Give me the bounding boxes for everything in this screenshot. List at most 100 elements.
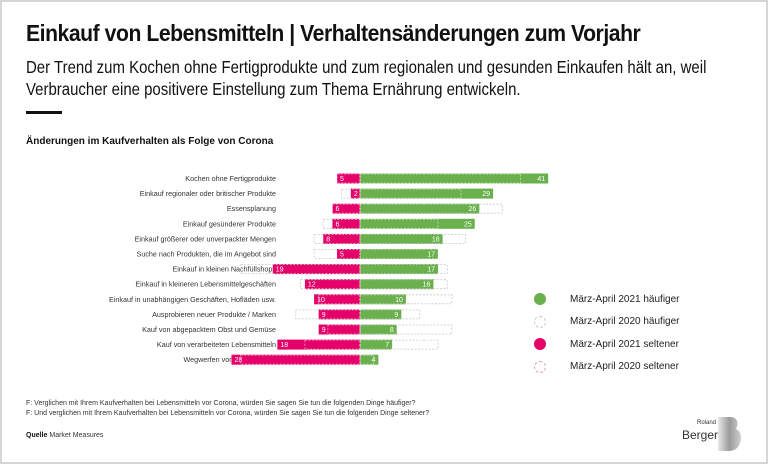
source: Quelle Market Measures	[26, 432, 103, 439]
legend-item-2021-haeufiger: März-April 2021 häufiger	[534, 288, 680, 311]
bar-2020-seltener	[327, 324, 361, 335]
category-label: Kochen ohne Fertigprodukte	[185, 174, 276, 183]
question-notes: F: Verglichen mit Ihrem Kaufverhalten be…	[26, 399, 429, 418]
bar-2021-haeufiger	[360, 249, 439, 259]
bar-2021-haeufiger	[360, 324, 397, 335]
value-label-haeufiger: 4	[371, 357, 375, 364]
value-label-seltener: 10	[317, 297, 325, 304]
bar-2020-seltener	[299, 279, 361, 290]
logo-text-big: Berger	[682, 428, 719, 442]
value-label-seltener: 6	[335, 206, 339, 213]
value-label-seltener: 19	[276, 267, 284, 274]
bar-2021-haeufiger	[360, 233, 443, 244]
legend: März-April 2021 häufiger März-April 2020…	[534, 288, 680, 378]
value-label-haeufiger: 16	[423, 282, 431, 289]
value-label-seltener: 5	[340, 176, 344, 183]
category-label: Einkauf in kleineren Lebensmittelgeschäf…	[135, 280, 276, 289]
bar-2021-haeufiger	[360, 188, 494, 199]
value-label-seltener: 8	[326, 236, 330, 243]
logo-b-icon	[718, 417, 741, 451]
bar-2021-seltener	[350, 188, 360, 199]
legend-swatch-dashed-grey	[534, 315, 546, 328]
bar-2021-haeufiger	[360, 173, 549, 184]
legend-item-2021-seltener: März-April 2021 seltener	[534, 333, 680, 356]
legend-swatch-green	[534, 293, 546, 306]
bar-2021-haeufiger	[360, 264, 439, 275]
bar-2020-haeufiger	[359, 354, 375, 365]
category-label: Einkauf regionaler oder britischer Produ…	[140, 189, 276, 198]
value-label-seltener: 9	[322, 312, 326, 319]
bar-2020-seltener	[240, 264, 361, 275]
category-label: Einkauf größerer oder unverpackter Menge…	[135, 234, 276, 243]
source-value: Market Measures	[49, 432, 104, 439]
chart-title: Änderungen im Kaufverhalten als Folge vo…	[26, 136, 274, 147]
value-label-haeufiger: 17	[427, 267, 435, 274]
page-subtitle: Der Trend zum Kochen ohne Fertigprodukte…	[26, 57, 707, 99]
bar-2020-haeufiger	[359, 264, 448, 275]
bar-2021-seltener	[231, 354, 360, 365]
value-label-seltener: 12	[308, 282, 316, 289]
legend-swatch-pink	[534, 338, 546, 351]
category-label: Wegwerfen von Lebensmittel	[183, 355, 276, 364]
bar-2021-haeufiger	[360, 203, 480, 214]
bar-2021-seltener	[318, 324, 360, 335]
legend-label: März-April 2021 seltener	[570, 338, 679, 350]
value-label-haeufiger: 10	[395, 297, 403, 304]
legend-label: März-April 2020 häufiger	[570, 316, 680, 328]
legend-label: März-April 2020 seltener	[570, 361, 679, 373]
bar-2020-seltener	[313, 233, 361, 244]
bar-2021-haeufiger	[360, 218, 475, 229]
category-label: Einkauf in kleinen Nachfüllshops	[173, 265, 277, 274]
value-label-seltener: 5	[340, 252, 344, 259]
value-label-seltener: 2	[354, 191, 358, 198]
value-label-haeufiger: 25	[464, 221, 472, 228]
bar-2021-seltener	[337, 249, 360, 259]
bar-2021-seltener	[272, 264, 360, 275]
category-label: Einkauf gesünderer Produkte	[183, 219, 276, 228]
value-label-seltener: 28	[234, 357, 242, 364]
bar-2021-seltener	[332, 203, 360, 214]
value-label-haeufiger: 29	[482, 191, 490, 198]
bar-2020-haeufiger	[359, 279, 448, 290]
value-label-seltener: 9	[322, 327, 326, 334]
category-label: Einkauf in unabhängigen Geschäften, Hofl…	[109, 295, 276, 304]
bar-2021-seltener	[277, 339, 360, 350]
value-label-haeufiger: 41	[537, 176, 545, 183]
legend-label: März-April 2021 häufiger	[570, 293, 680, 305]
bar-2020-seltener	[322, 218, 361, 229]
bar-2021-haeufiger	[360, 339, 393, 350]
bar-2021-seltener	[323, 233, 360, 244]
value-label-haeufiger: 26	[469, 206, 477, 213]
source-label: Quelle	[26, 432, 48, 439]
title-rule	[26, 111, 62, 114]
bar-2021-seltener	[304, 279, 360, 290]
bar-2021-seltener	[332, 218, 360, 229]
legend-item-2020-seltener: März-April 2020 seltener	[534, 356, 680, 379]
value-label-haeufiger: 7	[385, 342, 389, 349]
category-label: Suche nach Produkten, die im Angebot sin…	[137, 250, 276, 259]
value-label-haeufiger: 17	[427, 252, 435, 259]
bar-2021-haeufiger	[360, 279, 434, 290]
value-label-haeufiger: 9	[394, 312, 398, 319]
logo-text-small: Roland	[697, 420, 717, 426]
question-note-2: F: Und verglichen mit Ihrem Kaufverhalte…	[26, 409, 430, 417]
value-label-haeufiger: 8	[390, 327, 394, 334]
value-label-haeufiger: 18	[432, 236, 440, 243]
bar-2021-haeufiger	[360, 294, 406, 305]
bar-2020-seltener	[295, 309, 361, 320]
legend-swatch-dashed-pink	[534, 360, 546, 373]
category-label: Kauf von verarbeiteten Lebensmitteln	[157, 340, 276, 349]
value-label-seltener: 18	[280, 342, 288, 349]
question-note-1: F: Verglichen mit Ihrem Kaufverhalten be…	[26, 400, 416, 407]
value-label-seltener: 6	[335, 221, 339, 228]
bar-2021-haeufiger	[360, 354, 379, 365]
bar-2021-seltener	[314, 294, 360, 305]
category-label: Ausprobieren neuer Produkte / Marken	[152, 310, 276, 319]
bar-2021-seltener	[318, 309, 360, 320]
bar-2020-haeufiger	[359, 218, 439, 229]
legend-item-2020-haeufiger: März-April 2020 häufiger	[534, 311, 680, 334]
page-title: Einkauf von Lebensmitteln | Verhaltensän…	[26, 20, 641, 46]
bar-2020-haeufiger	[359, 309, 421, 320]
